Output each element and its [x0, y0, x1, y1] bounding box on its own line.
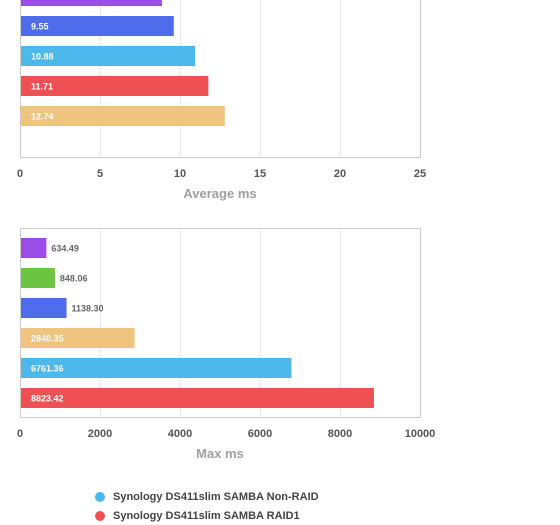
avg-bar [21, 76, 209, 96]
avg-bar [21, 106, 225, 126]
max-tick-label: 6000 [248, 428, 272, 440]
max-bar [21, 238, 47, 258]
legend-item-non-raid[interactable]: Synology DS411slim SAMBA Non-RAID [95, 487, 535, 506]
avg-axis-title: Average ms [183, 186, 256, 201]
max-tick-label: 10000 [405, 428, 436, 440]
avg-tick-label: 25 [414, 168, 426, 180]
max-bar [21, 298, 67, 318]
avg-plot-frame [20, 0, 421, 158]
avg-tick-label: 10 [174, 168, 186, 180]
max-plot-frame [20, 228, 421, 418]
avg-bar-label: 10.88 [31, 52, 54, 62]
avg-bar-label: 9.55 [31, 22, 49, 32]
avg-bar [21, 0, 162, 6]
max-bar-label: 848.06 [60, 274, 88, 284]
max-tick-label: 0 [17, 428, 23, 440]
avg-tick-label: 20 [334, 168, 346, 180]
max-bar [21, 328, 135, 348]
avg-bar [21, 46, 196, 66]
max-bar-label: 1138.30 [72, 304, 104, 314]
avg-tick-label: 0 [17, 168, 23, 180]
max-bar [21, 388, 374, 408]
max-tick-label: 8000 [328, 428, 352, 440]
avg-tick-label: 15 [254, 168, 266, 180]
legend-label-non-raid: Synology DS411slim SAMBA Non-RAID [113, 490, 319, 503]
avg-bar-label: 11.71 [31, 82, 53, 92]
max-tick-label: 2000 [88, 428, 112, 440]
max-tick-label: 4000 [168, 428, 192, 440]
max-bar-label: 6761.36 [31, 364, 64, 374]
legend-dot-non-raid [95, 491, 105, 502]
max-bar [21, 358, 292, 378]
legend: Synology DS411slim SAMBA Non-RAID Synolo… [95, 487, 535, 525]
max-bar [21, 268, 55, 288]
max-bar-label: 634.49 [51, 244, 79, 254]
avg-bar [21, 16, 174, 36]
max-bar-label: 2840.35 [31, 334, 64, 344]
avg-bar-label: 8.81 [31, 0, 49, 2]
max-axis-title: Max ms [196, 446, 244, 461]
avg-tick-label: 5 [97, 168, 103, 180]
avg-bar-label: 12.74 [31, 112, 54, 122]
max-bar-label: 8823.42 [31, 394, 64, 404]
